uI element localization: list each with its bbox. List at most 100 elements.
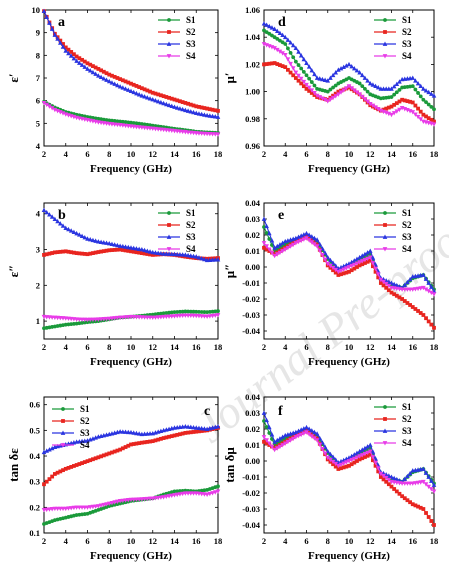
data-point-S4 <box>389 112 394 118</box>
data-point-S3 <box>298 233 304 238</box>
data-point-S3 <box>301 56 307 62</box>
data-point-S2 <box>93 456 98 461</box>
data-point-S4 <box>47 104 52 109</box>
data-point-S4 <box>381 473 386 479</box>
data-point-S4 <box>341 88 346 93</box>
data-point-S2 <box>96 250 101 254</box>
data-point-S4 <box>312 436 317 441</box>
x-axis-label: Frequency (GHz) <box>308 163 390 175</box>
data-point-S3 <box>153 97 158 103</box>
data-point-S3 <box>423 88 429 93</box>
data-point-S4 <box>150 496 156 501</box>
data-point-S2 <box>381 107 386 112</box>
data-point-S2 <box>85 252 90 257</box>
data-point-S3 <box>193 425 199 430</box>
data-point-S3 <box>183 424 188 429</box>
data-point-S2 <box>421 507 426 511</box>
data-point-S4 <box>367 255 373 260</box>
data-point-S3 <box>183 107 188 113</box>
data-point-S3 <box>128 429 134 435</box>
data-point-S4 <box>204 492 210 498</box>
data-point-S2 <box>104 248 109 253</box>
y-axis-label: tan δε <box>6 448 21 482</box>
data-point-S2 <box>270 61 274 66</box>
data-point-S3 <box>139 247 145 252</box>
data-point-S4 <box>272 447 277 453</box>
data-point-S3 <box>304 424 309 430</box>
x-tick-label: 12 <box>149 342 158 352</box>
data-point-S1 <box>286 46 290 51</box>
legend-label-S2: S2 <box>186 220 196 230</box>
data-point-S2 <box>44 252 49 257</box>
data-point-S3 <box>394 476 400 482</box>
data-point-S2 <box>368 452 373 457</box>
x-tick-label: 12 <box>366 536 375 546</box>
data-point-S3 <box>44 209 50 215</box>
data-point-S3 <box>125 87 131 92</box>
data-point-S2 <box>408 99 412 104</box>
y-tick-label: 0.04 <box>245 392 261 402</box>
data-point-S2 <box>202 428 207 433</box>
data-point-S4 <box>378 277 384 283</box>
data-point-S3 <box>309 428 315 433</box>
legend-marker-S1 <box>383 211 387 215</box>
x-tick-label: 10 <box>345 342 354 352</box>
data-point-S3 <box>269 238 275 243</box>
data-point-S3 <box>359 72 365 78</box>
data-point-S4 <box>215 132 221 137</box>
legend-marker-S2 <box>167 30 171 34</box>
data-point-S2 <box>61 468 65 473</box>
data-point-S3 <box>261 21 267 26</box>
data-point-S3 <box>264 223 269 229</box>
data-point-S4 <box>290 436 296 442</box>
data-point-S3 <box>280 32 285 38</box>
data-point-S3 <box>314 237 320 242</box>
data-point-S1 <box>432 107 436 112</box>
legend-label-S3: S3 <box>402 426 412 436</box>
data-point-S2 <box>365 259 370 264</box>
data-point-S1 <box>421 97 426 102</box>
data-point-S3 <box>330 260 336 265</box>
data-point-S4 <box>98 503 104 508</box>
data-point-S3 <box>352 65 357 71</box>
data-point-S4 <box>378 471 384 477</box>
data-point-S3 <box>314 75 320 80</box>
data-point-S3 <box>431 93 437 98</box>
data-point-S2 <box>384 106 389 111</box>
data-point-S2 <box>91 251 95 256</box>
data-point-S2 <box>93 250 98 255</box>
data-point-S3 <box>158 99 164 105</box>
data-point-S4 <box>293 435 299 440</box>
data-point-S2 <box>410 305 415 309</box>
data-point-S2 <box>104 452 109 457</box>
data-point-S2 <box>148 89 152 94</box>
data-point-S2 <box>381 477 386 482</box>
y-tick-label: 4 <box>36 209 41 219</box>
data-point-S3 <box>68 53 74 58</box>
data-point-S3 <box>215 114 221 119</box>
x-tick-label: 10 <box>345 536 354 546</box>
data-point-S3 <box>431 482 437 487</box>
data-point-S2 <box>126 80 131 85</box>
data-point-S2 <box>371 458 375 463</box>
data-point-S2 <box>44 479 49 484</box>
data-point-S2 <box>178 99 182 104</box>
data-point-S1 <box>296 63 301 67</box>
data-point-S2 <box>384 479 389 484</box>
data-point-S2 <box>216 108 220 113</box>
data-point-S3 <box>296 49 301 54</box>
data-point-S2 <box>402 496 407 501</box>
data-point-S2 <box>115 76 120 80</box>
y-tick-label: 0.03 <box>245 214 260 224</box>
x-tick-label: 18 <box>430 536 439 546</box>
y-tick-label: 1.06 <box>245 5 260 15</box>
data-point-S3 <box>44 14 50 19</box>
data-point-S2 <box>74 463 79 467</box>
data-point-S2 <box>129 249 133 254</box>
data-point-S2 <box>82 252 87 256</box>
data-point-S3 <box>191 424 196 430</box>
data-point-S3 <box>277 30 283 36</box>
data-point-S2 <box>336 273 341 277</box>
data-point-S2 <box>129 81 133 86</box>
data-point-S2 <box>262 439 266 444</box>
